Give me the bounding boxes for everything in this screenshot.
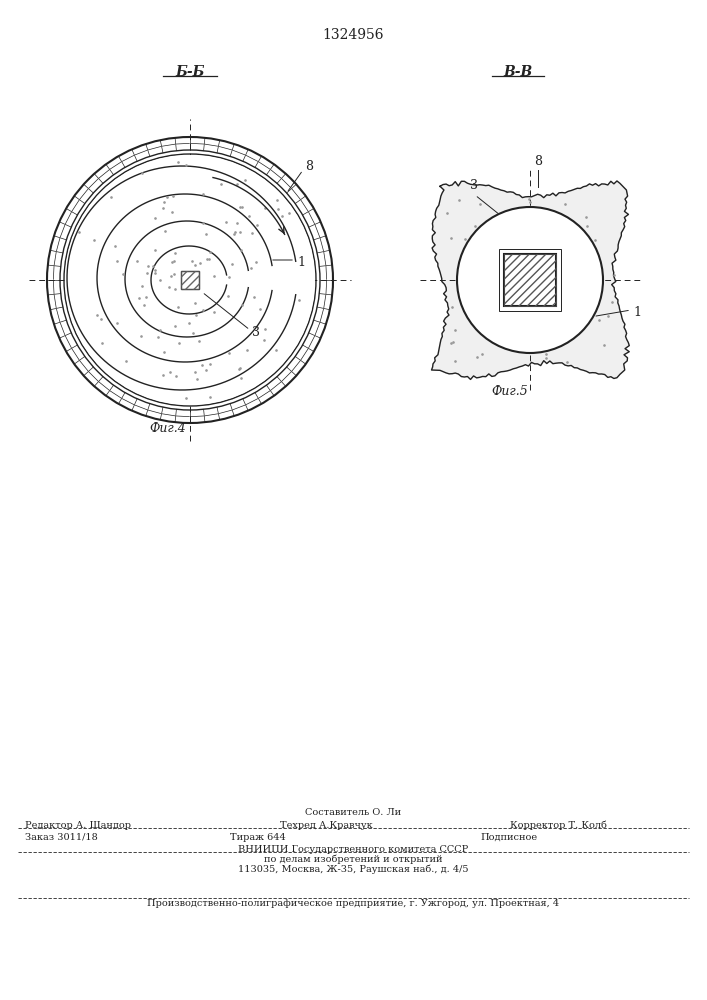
- Bar: [504, 254, 556, 306]
- Text: ВНИИПИ Государственного комитета СССР: ВНИИПИ Государственного комитета СССР: [238, 845, 468, 854]
- Text: Б-Б: Б-Б: [175, 65, 205, 79]
- Text: Корректор Т. Колб: Корректор Т. Колб: [510, 820, 607, 830]
- Text: Техред А.Кравчук: Техред А.Кравчук: [280, 821, 373, 830]
- Text: 1324956: 1324956: [322, 28, 384, 42]
- Text: Заказ 3011/18: Заказ 3011/18: [25, 833, 98, 842]
- Bar: [181, 271, 199, 289]
- Polygon shape: [431, 181, 629, 379]
- Text: Тираж 644: Тираж 644: [230, 833, 286, 842]
- Text: Редактор А. Шандор: Редактор А. Шандор: [25, 821, 131, 830]
- Text: по делам изобретений и открытий: по делам изобретений и открытий: [264, 854, 443, 864]
- Text: 113035, Москва, Ж-35, Раушская наб., д. 4/5: 113035, Москва, Ж-35, Раушская наб., д. …: [238, 864, 468, 874]
- Text: Подписное: Подписное: [480, 833, 537, 842]
- Text: Составитель О. Ли: Составитель О. Ли: [305, 808, 401, 817]
- Circle shape: [47, 137, 333, 423]
- Text: 1: 1: [297, 255, 305, 268]
- Text: Производственно-полиграфическое предприятие, г. Ужгород, ул. Проектная, 4: Производственно-полиграфическое предприя…: [147, 899, 559, 908]
- Text: 8: 8: [534, 155, 542, 168]
- Bar: [504, 254, 556, 306]
- Circle shape: [457, 207, 603, 353]
- Bar: [181, 271, 199, 289]
- Text: 3: 3: [252, 326, 260, 340]
- Text: 1: 1: [633, 306, 641, 318]
- Circle shape: [65, 155, 315, 405]
- Text: Фиг.5: Фиг.5: [491, 385, 528, 398]
- Text: В-В: В-В: [503, 65, 532, 79]
- Text: 3: 3: [470, 179, 478, 192]
- Text: 8: 8: [305, 160, 313, 174]
- Bar: [499, 249, 561, 311]
- Text: Фиг.4: Фиг.4: [150, 422, 187, 435]
